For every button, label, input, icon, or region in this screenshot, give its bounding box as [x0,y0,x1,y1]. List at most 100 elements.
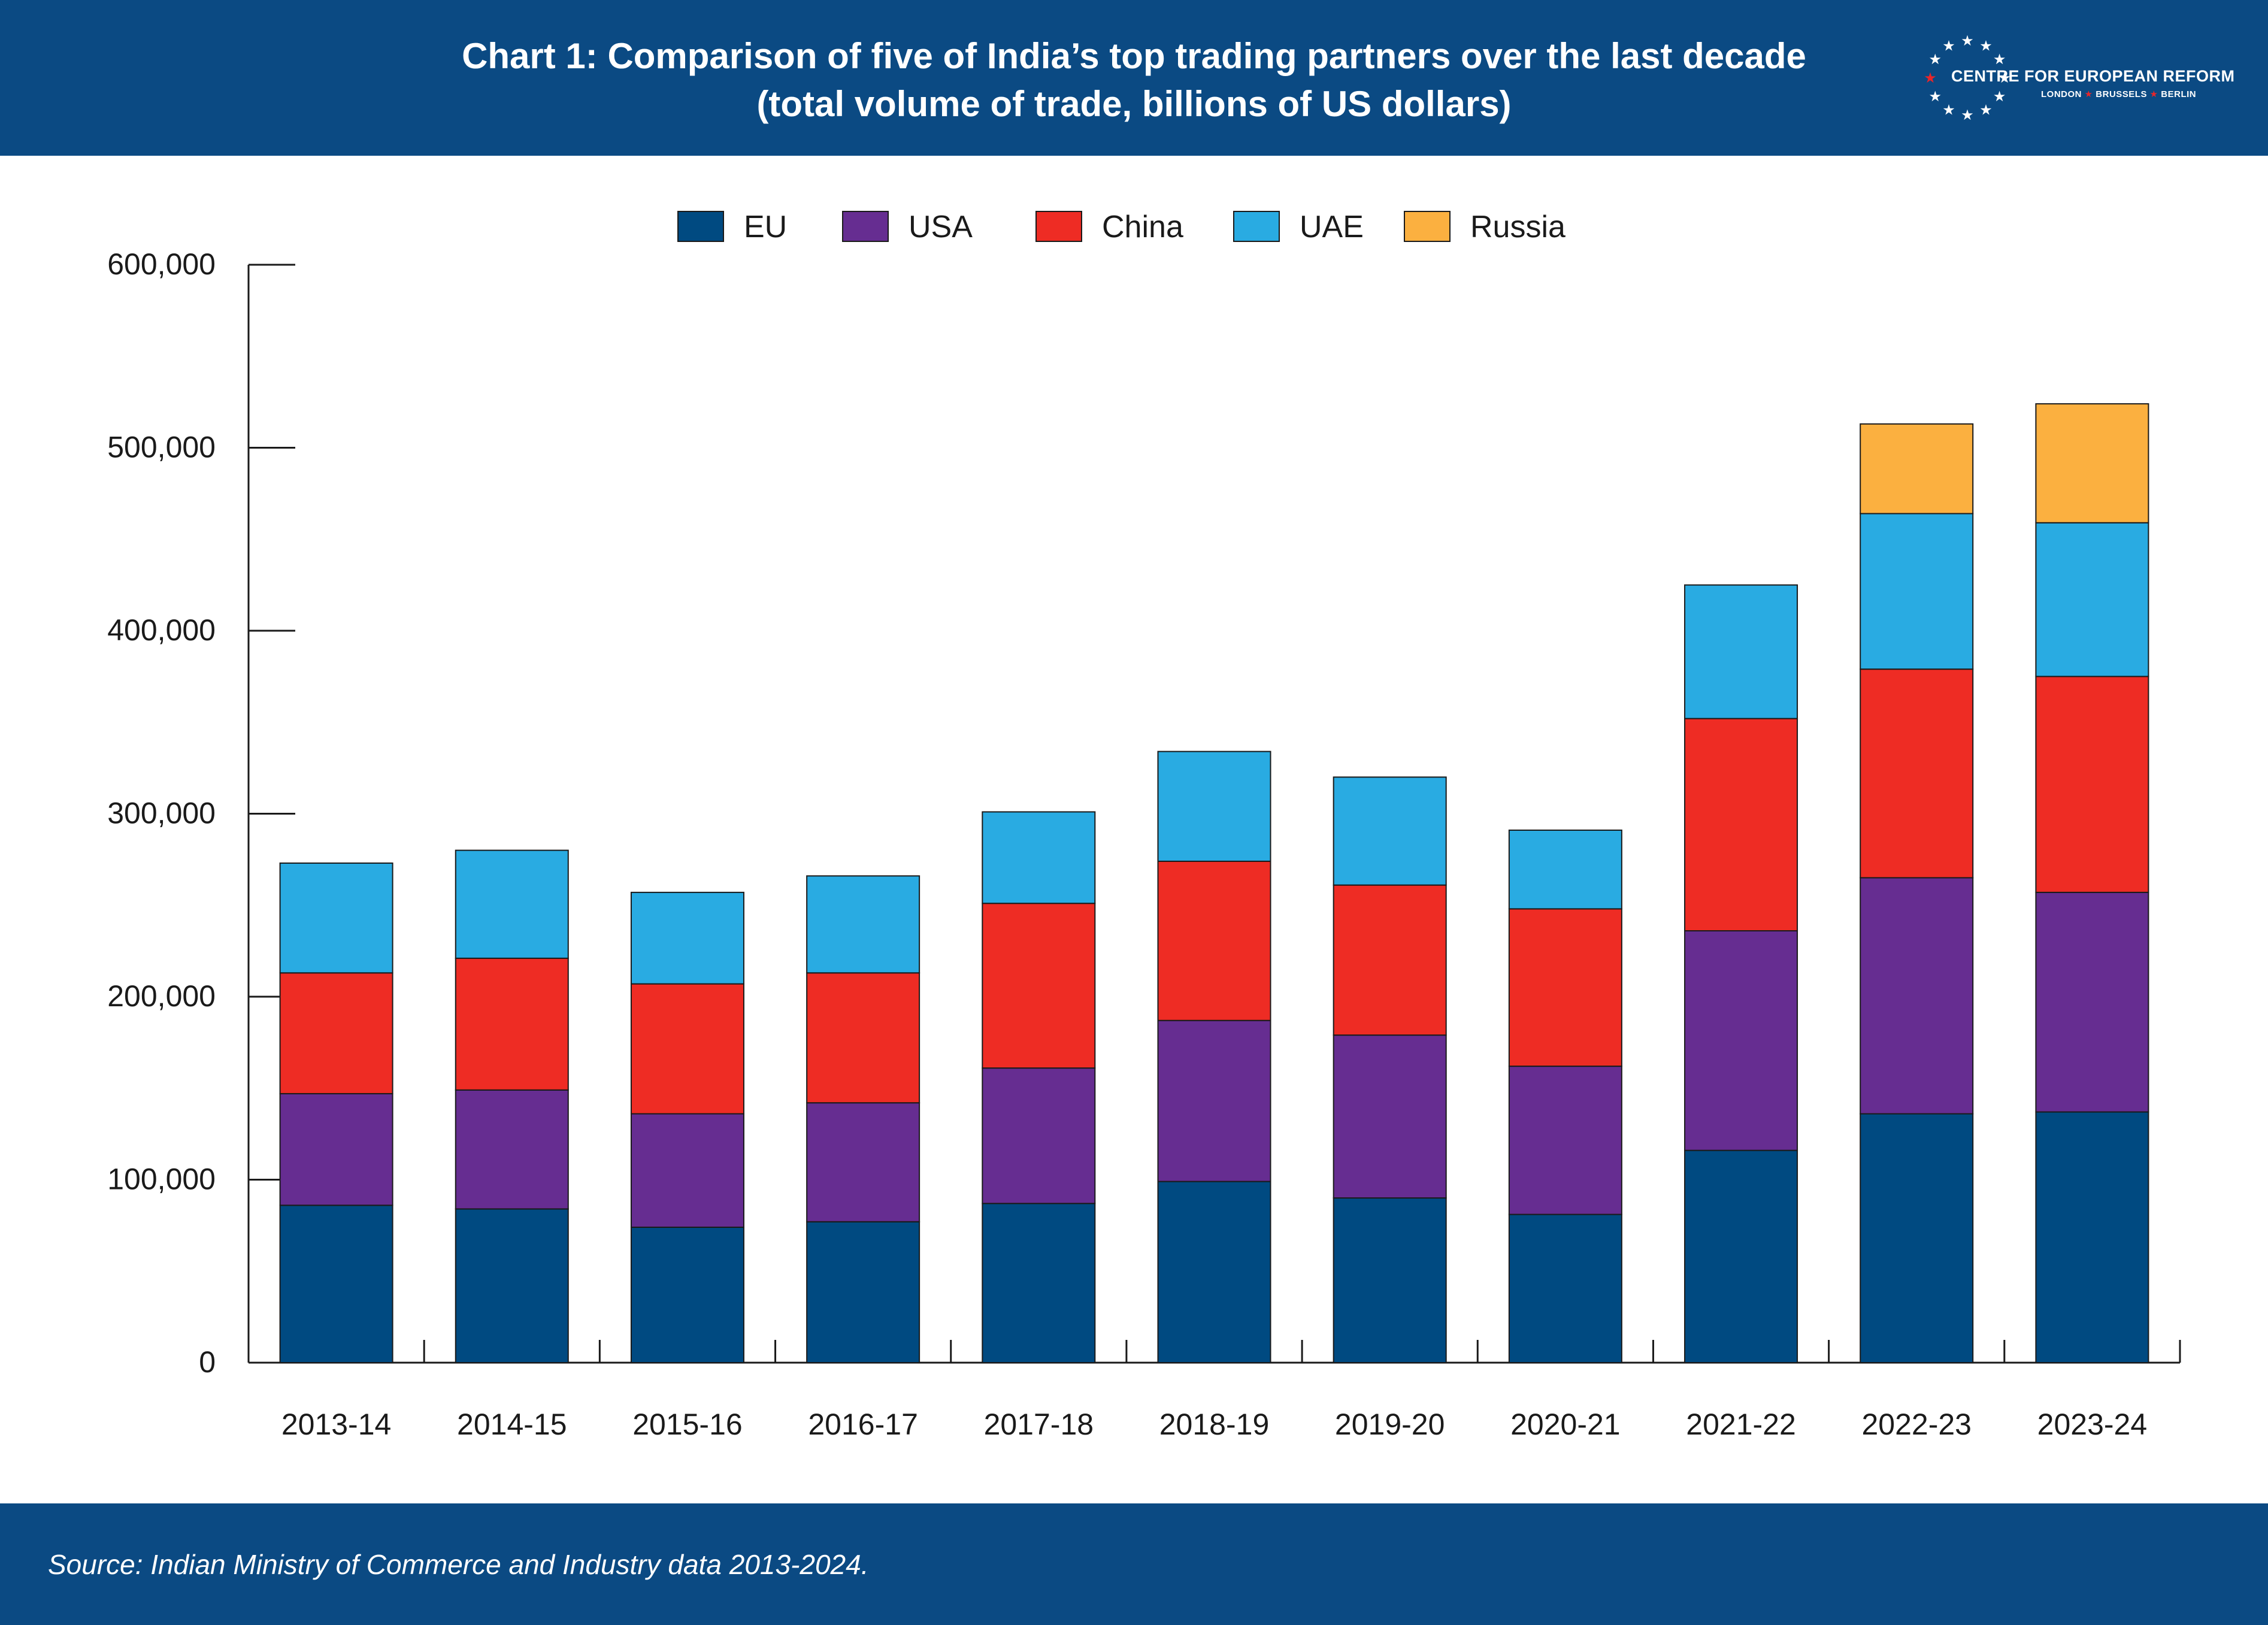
x-tick-label: 2021-22 [1686,1408,1796,1441]
y-tick-label: 200,000 [107,979,216,1013]
y-tick-label: 600,000 [107,247,216,281]
bar-segment-eu-2018-19 [1157,1181,1271,1364]
legend-swatch-china [1035,211,1082,242]
legend-label-usa: USA [909,210,973,244]
bar-segment-usa-2016-17 [806,1102,920,1222]
bar-segment-china-2016-17 [806,972,920,1104]
footer-banner [0,1503,2268,1625]
bar-segment-china-2019-20 [1333,884,1447,1036]
bar-segment-uae-2021-22 [1684,584,1798,719]
bar-segment-uae-2013-14 [279,862,393,974]
bar-segment-eu-2023-24 [2035,1111,2149,1363]
bar-segment-usa-2020-21 [1508,1066,1622,1215]
x-tick-label: 2018-19 [1159,1408,1270,1441]
legend-label-russia: Russia [1470,210,1566,244]
x-tick-label: 2017-18 [984,1408,1094,1441]
source-note: Source: Indian Ministry of Commerce and … [48,1549,869,1580]
bar-segment-usa-2017-18 [982,1067,1096,1205]
bar-segment-russia-2023-24 [2035,403,2149,523]
bar-segment-uae-2018-19 [1157,751,1271,862]
x-tick-label: 2013-14 [281,1408,392,1441]
bar-segment-eu-2016-17 [806,1221,920,1364]
logo-star-icon: ★ [1961,107,1974,123]
y-tick-label: 400,000 [107,613,216,647]
bar-segment-eu-2017-18 [982,1203,1096,1363]
x-tick-label: 2023-24 [2037,1408,2148,1441]
x-tick-label: 2019-20 [1335,1408,1445,1441]
legend-label-china: China [1102,210,1183,244]
logo-star-icon: ★ [1942,102,1955,119]
y-axis-labels: 0 100,000 200,000 300,000 400,000 500,000 600,… [107,247,216,1379]
logo-star-icon: ★ [1979,102,1993,119]
logo-star-icon: ★ [1993,89,2006,105]
bar-segment-eu-2022-23 [1860,1113,1974,1364]
legend-label-uae: UAE [1300,210,1364,244]
logo-separator-icon: ★ [2149,89,2158,99]
bar-segment-uae-2015-16 [630,891,744,985]
bar-segment-uae-2022-23 [1860,513,1974,670]
legend-swatch-eu [677,211,724,242]
legend-label-eu: EU [744,210,787,244]
bar-segment-usa-2022-23 [1860,877,1974,1115]
bar-segment-russia-2022-23 [1860,423,1974,515]
bar-segment-china-2020-21 [1508,908,1622,1067]
x-tick-label: 2020-21 [1510,1408,1621,1441]
logo-star-icon: ★ [1929,52,1942,68]
bar-segment-uae-2017-18 [982,811,1096,904]
bar-segment-eu-2014-15 [455,1208,569,1363]
chart-title: Chart 1: Comparison of five of India’s t… [462,36,1806,76]
cer-logo-stars: ★ ★★★★★★★★★★★ [1924,33,2011,123]
bar-segment-china-2018-19 [1157,860,1271,1021]
logo-star-icon: ★ [1929,89,1942,105]
logo-star-icon: ★ [1942,38,1955,54]
bar-segment-china-2022-23 [1860,668,1974,879]
bar-segment-china-2014-15 [455,957,569,1091]
bar-segment-eu-2015-16 [630,1226,744,1364]
logo-city-london: LONDON [2041,89,2082,99]
bar-segment-uae-2016-17 [806,875,920,974]
y-tick-label: 0 [199,1345,216,1379]
header-banner [0,0,2268,156]
logo-city-brussels: BRUSSELS [2096,89,2147,99]
logo-star-icon: ★ [1993,52,2006,68]
bar-segment-uae-2019-20 [1333,776,1447,886]
bar-segment-usa-2018-19 [1157,1019,1271,1182]
bar-segment-eu-2021-22 [1684,1149,1798,1363]
logo-cities: LONDON ★ BRUSSELS ★ BERLIN [2041,89,2196,99]
bar-segment-china-2017-18 [982,903,1096,1069]
bar-segment-usa-2014-15 [455,1089,569,1210]
bar-segment-uae-2023-24 [2035,522,2149,677]
logo-separator-icon: ★ [2084,89,2093,99]
bar-segment-usa-2023-24 [2035,891,2149,1113]
bar-segment-usa-2015-16 [630,1113,744,1228]
stacked-bar-chart: EU USA China UAE Russia 2013-14 2014-15 2015-1… [107,210,2181,1441]
bar-segment-china-2013-14 [279,972,393,1094]
chart-subtitle: (total volume of trade, billions of US d… [756,84,1512,124]
bar-segment-china-2021-22 [1684,718,1798,932]
logo-star-icon: ★ [1979,38,1993,54]
bar-segment-usa-2013-14 [279,1093,393,1206]
logo-name: CENTRE FOR EUROPEAN REFORM [1951,67,2235,85]
bar-segment-eu-2013-14 [279,1205,393,1364]
chart-legend: EU USA China UAE Russia [677,210,1566,244]
y-tick-label: 500,000 [107,431,216,464]
logo-city-berlin: BERLIN [2161,89,2197,99]
logo-star-icon: ★ [1924,70,1937,86]
y-tick-label: 300,000 [107,797,216,830]
logo-star-icon: ★ [1998,70,2011,86]
logo-star-icon: ★ [1961,33,1974,49]
bar-segment-china-2015-16 [630,983,744,1115]
y-tick-label: 100,000 [107,1163,216,1196]
legend-swatch-uae [1233,211,1280,242]
bar-segment-uae-2020-21 [1508,829,1622,910]
bar-segment-uae-2014-15 [455,849,569,959]
bar-segment-eu-2019-20 [1333,1197,1447,1364]
x-axis-labels: 2013-14 2014-15 2015-16 2016-17 2017-18 2018-… [281,1408,2147,1441]
legend-swatch-russia [1404,211,1451,242]
bar-segment-usa-2021-22 [1684,930,1798,1151]
bar-segment-eu-2020-21 [1508,1214,1622,1364]
x-tick-label: 2022-23 [1861,1408,1972,1441]
bar-segment-china-2023-24 [2035,676,2149,893]
x-tick-label: 2014-15 [457,1408,567,1441]
bar-segment-usa-2019-20 [1333,1034,1447,1199]
